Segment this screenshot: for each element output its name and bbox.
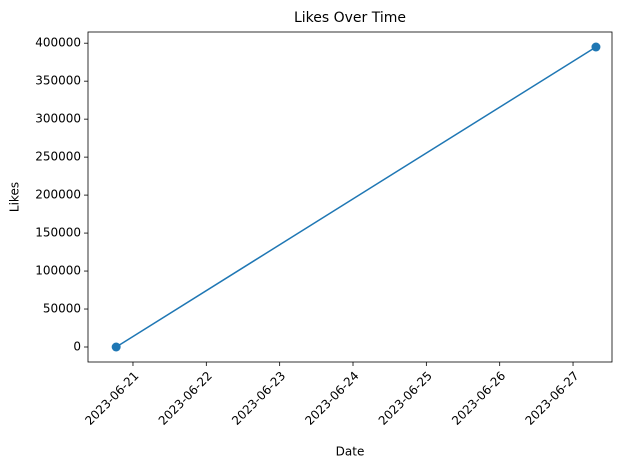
x-tick-label: 2023-06-21 bbox=[82, 369, 141, 428]
x-tick-label: 2023-06-24 bbox=[302, 369, 361, 428]
y-tick-label: 250000 bbox=[35, 150, 81, 164]
x-tick-label: 2023-06-25 bbox=[376, 369, 435, 428]
chart-title: Likes Over Time bbox=[294, 10, 406, 26]
y-tick-label: 150000 bbox=[35, 226, 81, 240]
x-tick-label: 2023-06-22 bbox=[156, 369, 215, 428]
plot-frame bbox=[87, 31, 613, 363]
y-tick-label: 100000 bbox=[35, 264, 81, 278]
y-tick-label: 200000 bbox=[35, 188, 81, 202]
x-axis-label: Date bbox=[336, 445, 365, 459]
x-tick-label: 2023-06-26 bbox=[449, 369, 508, 428]
x-tick-label: 2023-06-27 bbox=[522, 369, 581, 428]
x-tick-label: 2023-06-23 bbox=[229, 369, 288, 428]
y-tick-label: 0 bbox=[73, 340, 81, 354]
y-axis-label: Likes bbox=[8, 182, 22, 212]
y-tick-label: 400000 bbox=[35, 36, 81, 50]
line bbox=[115, 46, 597, 348]
y-tick-label: 50000 bbox=[43, 302, 81, 316]
y-tick-label: 300000 bbox=[35, 112, 81, 126]
y-tick-label: 350000 bbox=[35, 74, 81, 88]
point bbox=[111, 342, 121, 352]
point bbox=[591, 42, 601, 52]
